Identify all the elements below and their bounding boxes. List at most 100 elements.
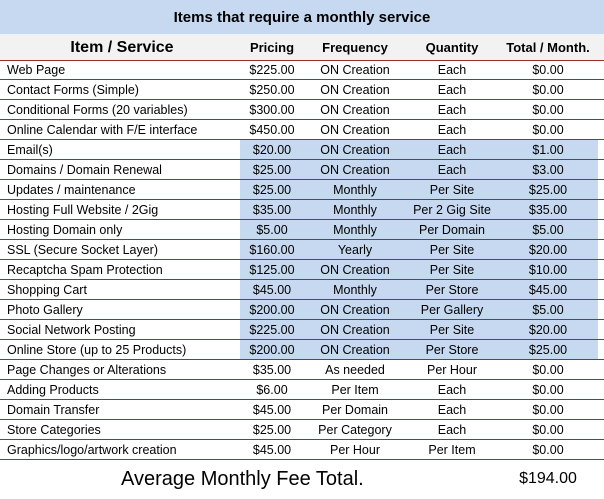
row-item-cell: Social Network Posting: [7, 323, 136, 337]
table-row: Photo Gallery $200.00 ON Creation Per Galle…: [0, 300, 604, 320]
row-item-cell: Page Changes or Alterations: [7, 363, 167, 377]
row-pricing-cell: $250.00: [249, 83, 295, 97]
footer-total-label: Average Monthly Fee Total.: [121, 468, 364, 490]
header-item-service: Item / Service: [70, 39, 174, 56]
row-pricing-cell: $225.00: [249, 63, 295, 77]
row-quantity-cell: Per Store: [406, 280, 498, 299]
row-pricing-cell: $225.00: [240, 320, 304, 339]
row-quantity-cell: Each: [406, 160, 498, 179]
header-quantity: Quantity: [425, 40, 479, 55]
row-frequency-cell: ON Creation: [304, 340, 406, 359]
row-quantity-cell: Per Store: [406, 340, 498, 359]
table-row: Contact Forms (Simple) $250.00 ON Creation…: [0, 80, 604, 100]
row-total-cell: $0.00: [532, 423, 564, 437]
row-pricing-cell: $125.00: [240, 260, 304, 279]
row-quantity-cell: Per Gallery: [406, 300, 498, 319]
row-pricing-cell: $25.00: [240, 180, 304, 199]
row-total-cell: $1.00: [498, 140, 598, 159]
row-total-cell: $5.00: [498, 220, 598, 239]
table-row: Adding Products $6.00 Per Item Each $0.00: [0, 380, 604, 400]
table-row: Conditional Forms (20 variables) $300.00 O…: [0, 100, 604, 120]
table-row: Domains / Domain Renewal $25.00 ON Creatio…: [0, 160, 604, 180]
footer-total-row: Average Monthly Fee Total. $194.00: [0, 461, 604, 499]
row-total-cell: $0.00: [532, 103, 564, 117]
row-item-cell: Email(s): [7, 143, 53, 157]
row-total-cell: $45.00: [498, 280, 598, 299]
row-total-cell: $10.00: [498, 260, 598, 279]
row-frequency-cell: ON Creation: [320, 123, 390, 137]
sheet-title: Items that require a monthly service: [0, 0, 604, 34]
row-total-cell: $3.00: [498, 160, 598, 179]
row-frequency-cell: ON Creation: [320, 103, 390, 117]
table-row: Email(s) $20.00 ON Creation Each $1.00: [0, 140, 604, 160]
row-item-cell: Recaptcha Spam Protection: [7, 263, 163, 277]
row-pricing-cell: $200.00: [240, 300, 304, 319]
row-item-cell: Graphics/logo/artwork creation: [7, 443, 177, 457]
row-pricing-cell: $45.00: [240, 280, 304, 299]
table-row: Online Calendar with F/E interface $450.0…: [0, 120, 604, 140]
table-row: Shopping Cart $45.00 Monthly Per Store $45.0…: [0, 280, 604, 300]
row-pricing-cell: $6.00: [256, 383, 288, 397]
table-row: Web Page $225.00 ON Creation Each $0.00: [0, 60, 604, 80]
row-frequency-cell: As needed: [325, 363, 385, 377]
row-item-cell: Hosting Domain only: [7, 223, 123, 237]
footer-total-value: $194.00: [519, 470, 577, 487]
table-row: Updates / maintenance $25.00 Monthly Per Si…: [0, 180, 604, 200]
table-row: Page Changes or Alterations $35.00 As need…: [0, 360, 604, 380]
row-frequency-cell: ON Creation: [320, 83, 390, 97]
row-total-cell: $0.00: [532, 383, 564, 397]
row-item-cell: Online Store (up to 25 Products): [7, 343, 187, 357]
row-pricing-cell: $300.00: [249, 103, 295, 117]
service-rows: Web Page $225.00 ON Creation Each $0.00 Conta…: [0, 60, 604, 460]
header-total-month: Total / Month.: [506, 40, 590, 55]
table-row: Domain Transfer $45.00 Per Domain Each $0.00: [0, 400, 604, 420]
row-total-cell: $25.00: [498, 340, 598, 359]
row-total-cell: $0.00: [532, 443, 564, 457]
row-total-cell: $0.00: [532, 363, 564, 377]
row-item-cell: Contact Forms (Simple): [7, 83, 139, 97]
row-quantity-cell: Per Hour: [426, 363, 478, 377]
row-frequency-cell: ON Creation: [304, 320, 406, 339]
row-frequency-cell: Monthly: [304, 180, 406, 199]
row-quantity-cell: Per 2 Gig Site: [406, 200, 498, 219]
header-frequency: Frequency: [322, 40, 388, 55]
row-frequency-cell: ON Creation: [304, 160, 406, 179]
row-quantity-cell: Per Domain: [406, 220, 498, 239]
row-frequency-cell: ON Creation: [320, 63, 390, 77]
row-item-cell: Domain Transfer: [7, 403, 100, 417]
row-frequency-cell: Per Domain: [322, 403, 388, 417]
row-pricing-cell: $200.00: [240, 340, 304, 359]
row-quantity-cell: Per Site: [406, 180, 498, 199]
row-pricing-cell: $35.00: [252, 363, 292, 377]
row-quantity-cell: Each: [437, 83, 467, 97]
row-pricing-cell: $25.00: [252, 423, 292, 437]
row-total-cell: $20.00: [498, 320, 598, 339]
row-pricing-cell: $450.00: [249, 123, 295, 137]
row-frequency-cell: Yearly: [304, 240, 406, 259]
row-item-cell: Updates / maintenance: [7, 183, 136, 197]
row-quantity-cell: Per Item: [428, 443, 476, 457]
row-total-cell: $5.00: [498, 300, 598, 319]
table-row: Social Network Posting $225.00 ON Creation…: [0, 320, 604, 340]
row-frequency-cell: Monthly: [304, 200, 406, 219]
row-total-cell: $25.00: [498, 180, 598, 199]
row-item-cell: Domains / Domain Renewal: [7, 163, 162, 177]
row-item-cell: Online Calendar with F/E interface: [7, 123, 198, 137]
row-total-cell: $20.00: [498, 240, 598, 259]
row-item-cell: Photo Gallery: [7, 303, 83, 317]
row-quantity-cell: Per Site: [406, 260, 498, 279]
table-row: Recaptcha Spam Protection $125.00 ON Creat…: [0, 260, 604, 280]
row-pricing-cell: $160.00: [240, 240, 304, 259]
table-row: Store Categories $25.00 Per Category Each $0…: [0, 420, 604, 440]
row-frequency-cell: Per Category: [318, 423, 392, 437]
row-total-cell: $0.00: [532, 403, 564, 417]
row-total-cell: $35.00: [498, 200, 598, 219]
row-quantity-cell: Per Site: [406, 320, 498, 339]
row-item-cell: Web Page: [7, 63, 66, 77]
row-pricing-cell: $25.00: [240, 160, 304, 179]
row-item-cell: Adding Products: [7, 383, 99, 397]
row-item-cell: Store Categories: [7, 423, 101, 437]
row-pricing-cell: $45.00: [252, 443, 292, 457]
row-pricing-cell: $5.00: [240, 220, 304, 239]
